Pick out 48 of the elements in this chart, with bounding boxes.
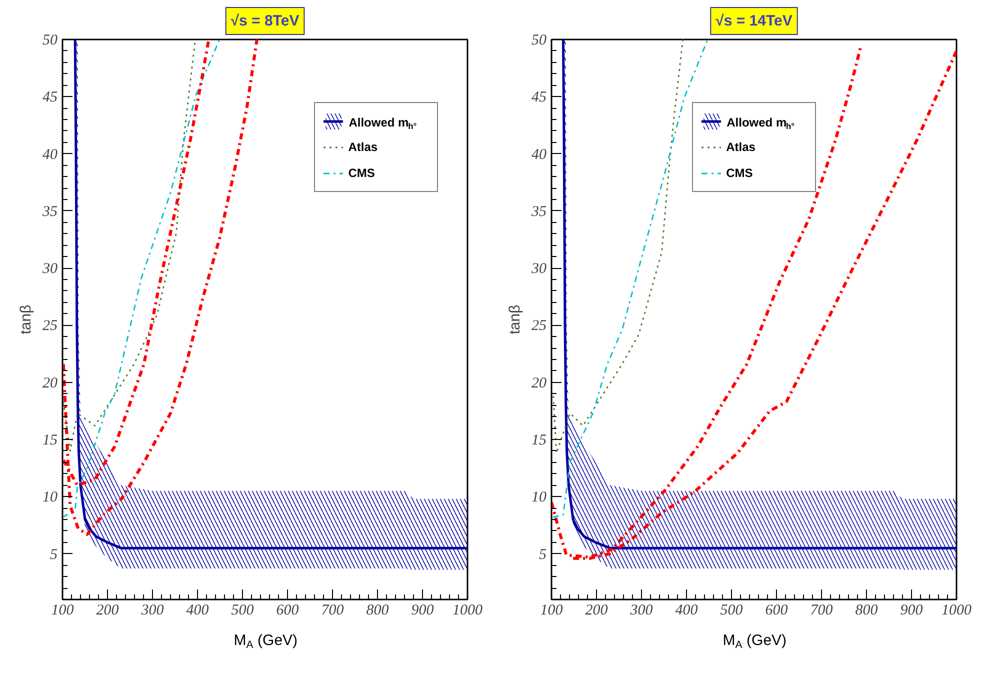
y-tick-label: 40: [42, 146, 58, 163]
y-tick-label: 50: [42, 32, 58, 48]
x-tick-label: 1000: [452, 602, 483, 618]
x-tick-label: 300: [140, 602, 164, 618]
legend-label: CMS: [348, 165, 376, 182]
chart-title: √s = 14TeV: [716, 12, 792, 30]
y-tick-label: 35: [42, 204, 58, 220]
legend-label: Atlas: [348, 139, 379, 156]
x-tick-label: 200: [96, 602, 120, 618]
x-tick-label: 900: [411, 602, 434, 618]
y-tick-label: 5: [50, 546, 58, 563]
x-tick-label: 1000: [942, 602, 972, 618]
y-tick-label: 45: [532, 90, 547, 106]
x-tick-label: 900: [900, 602, 924, 618]
x-tick-label: 600: [276, 602, 300, 618]
legend-label: Atlas: [726, 139, 756, 156]
y-tick-label: 25: [42, 318, 58, 334]
y-tick-label: 20: [42, 375, 58, 392]
x-tick-label: 400: [675, 602, 698, 618]
y-tick-label: 30: [530, 261, 547, 278]
y-tick-label: 10: [42, 490, 58, 506]
y-tick-label: 30: [42, 261, 58, 278]
legend-label: CMS: [726, 165, 754, 182]
x-tick-label: 500: [231, 602, 254, 618]
x-tick-label: 400: [186, 602, 210, 618]
y-tick-label: 15: [42, 432, 58, 448]
chart-title: √s = 8TeV: [230, 12, 300, 30]
x-tick-label: 100: [540, 602, 564, 618]
x-tick-label: 600: [765, 602, 788, 618]
y-tick-label: 20: [532, 375, 547, 392]
y-tick-label: 35: [530, 204, 547, 220]
y-tick-label: 40: [532, 146, 547, 163]
y-tick-label: 25: [532, 318, 547, 334]
x-tick-label: 800: [855, 602, 878, 618]
y-tick-label: 15: [532, 432, 547, 448]
x-tick-label: 100: [51, 602, 74, 618]
x-tick-label: 800: [366, 602, 390, 618]
y-tick-label: 5: [539, 546, 547, 563]
x-tick-label: 300: [629, 602, 654, 618]
x-tick-label: 500: [720, 602, 744, 618]
y-tick-label: 10: [532, 490, 547, 506]
y-axis-title: tanβ: [18, 304, 34, 334]
x-tick-label: 700: [321, 602, 344, 618]
x-tick-label: 700: [810, 602, 834, 618]
y-axis-title: tanβ: [506, 304, 524, 334]
x-tick-label: 200: [585, 602, 608, 618]
y-tick-label: 45: [42, 90, 58, 106]
y-tick-label: 50: [532, 32, 547, 48]
